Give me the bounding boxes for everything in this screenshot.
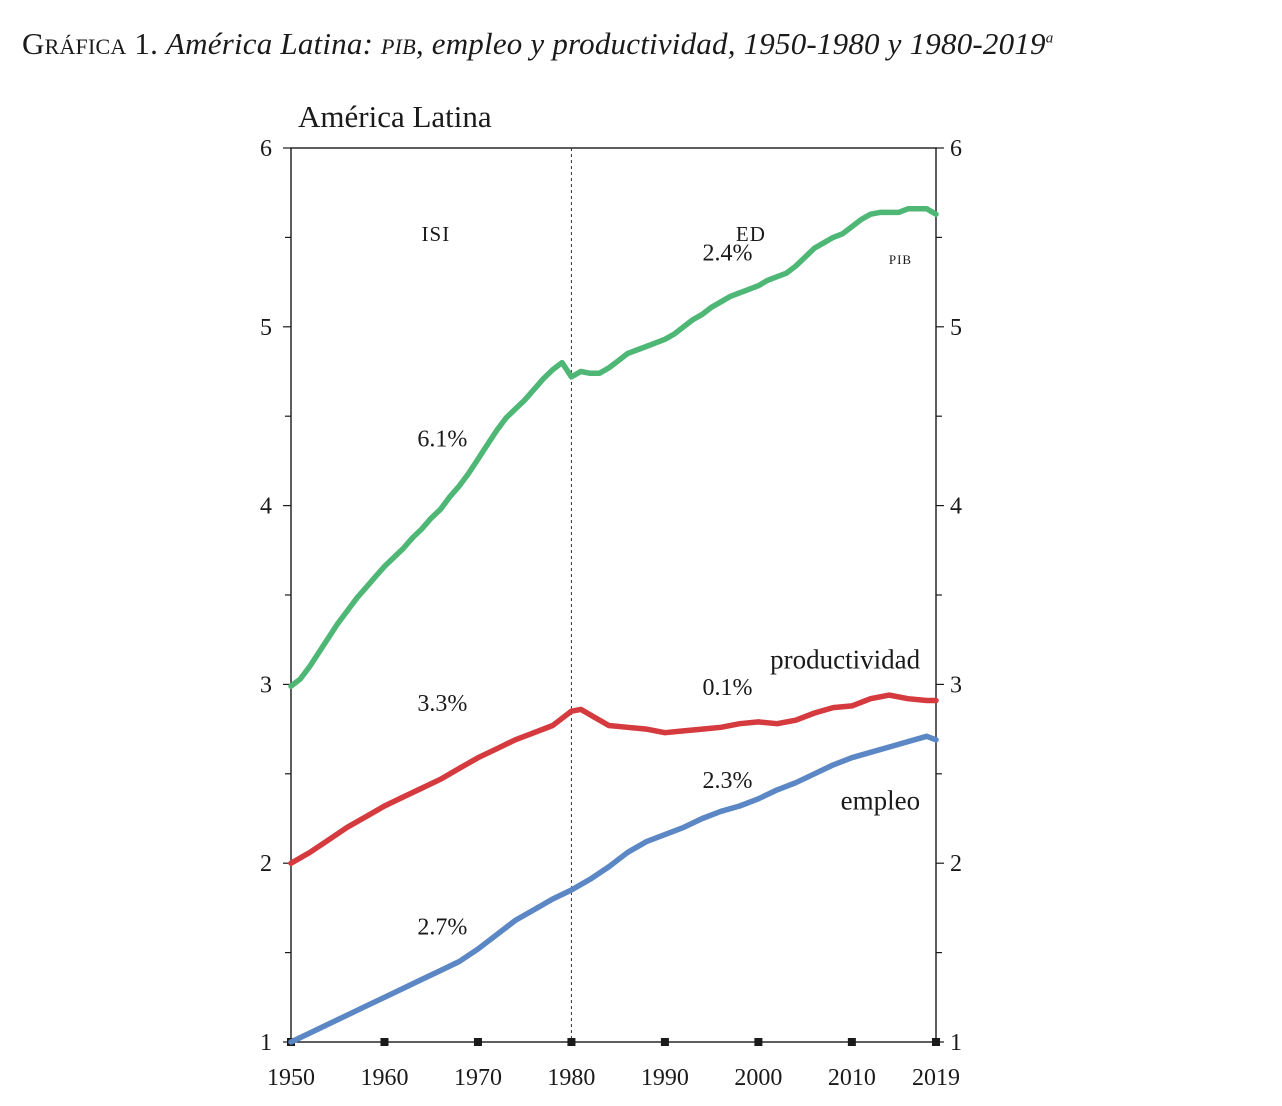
figure-title-part2: , empleo y productividad, 1950-1980 y 19… (415, 26, 1046, 61)
x-tick-marker (932, 1038, 940, 1046)
x-tick-marker (660, 1038, 669, 1046)
series-line-productividad (288, 692, 939, 866)
x-tick-marker (754, 1038, 763, 1046)
growth-rate-label-pib: 6.1% (417, 427, 467, 453)
y-tick-label-left: 5 (260, 315, 272, 341)
figure-title: Gráfica 1. América Latina: pib, empleo y… (22, 26, 1053, 62)
x-tick-label: 1980 (547, 1065, 595, 1091)
y-tick-label-right: 4 (950, 494, 962, 520)
axes-layer: 1 1 2 2 3 3 4 4 5 5 6 6 1950 1960 1970 1980 1990 2000 2010… (260, 136, 962, 1091)
y-tick-label-left: 6 (260, 136, 272, 162)
series-line-pib (288, 206, 939, 689)
series-line-empleo (288, 733, 939, 1045)
series-name-pib: pib (889, 248, 912, 269)
x-tick-label: 1990 (641, 1065, 689, 1091)
x-tick-marker (380, 1038, 389, 1046)
plot-frame (290, 147, 937, 1043)
y-tick-label-right: 3 (950, 672, 962, 698)
growth-rate-label-productividad: 0.1% (703, 675, 753, 701)
x-tick-label: 1950 (267, 1065, 315, 1091)
x-tick-label: 2000 (734, 1065, 782, 1091)
x-tick-label: 2019 (912, 1065, 960, 1091)
figure-title-footnote-mark: a (1045, 30, 1054, 47)
y-tick-label-left: 2 (260, 851, 272, 877)
y-tick-label-right: 2 (950, 851, 962, 877)
period-label-ed: ED (736, 222, 766, 246)
growth-rate-label-productividad: 3.3% (417, 691, 467, 717)
chart-title: América Latina (298, 99, 492, 134)
figure-title-pib: pib (381, 26, 416, 61)
y-tick-label-right: 6 (950, 136, 962, 162)
x-tick-marker (567, 1038, 576, 1046)
y-tick-label-right: 1 (950, 1030, 962, 1056)
x-tick-label: 1960 (360, 1065, 408, 1091)
period-label-isi: ISI (422, 222, 451, 246)
plot-border (290, 147, 937, 1043)
figure-label: Gráfica 1. (22, 26, 159, 61)
x-tick-marker (847, 1038, 856, 1046)
y-tick-label-left: 3 (260, 672, 272, 698)
growth-rate-label-empleo: 2.3% (703, 768, 753, 794)
series-layer (288, 206, 939, 1045)
annotation-layer: ISI ED 6.1% 2.4% 3.3% 0.1% 2.7% 2.3% pib producti… (417, 222, 920, 941)
series-name-productividad: productividad (770, 644, 920, 674)
growth-rate-label-pib: 2.4% (703, 241, 753, 267)
y-tick-label-left: 1 (260, 1030, 272, 1056)
series-name-empleo: empleo (841, 786, 920, 816)
x-tick-label: 2010 (828, 1065, 876, 1091)
y-tick-label-left: 4 (260, 494, 272, 520)
x-tick-label: 1970 (454, 1065, 502, 1091)
figure-title-part1: América Latina: (166, 26, 374, 61)
growth-rate-label-empleo: 2.7% (417, 915, 467, 941)
x-tick-marker (473, 1038, 482, 1046)
y-tick-label-right: 5 (950, 315, 962, 341)
